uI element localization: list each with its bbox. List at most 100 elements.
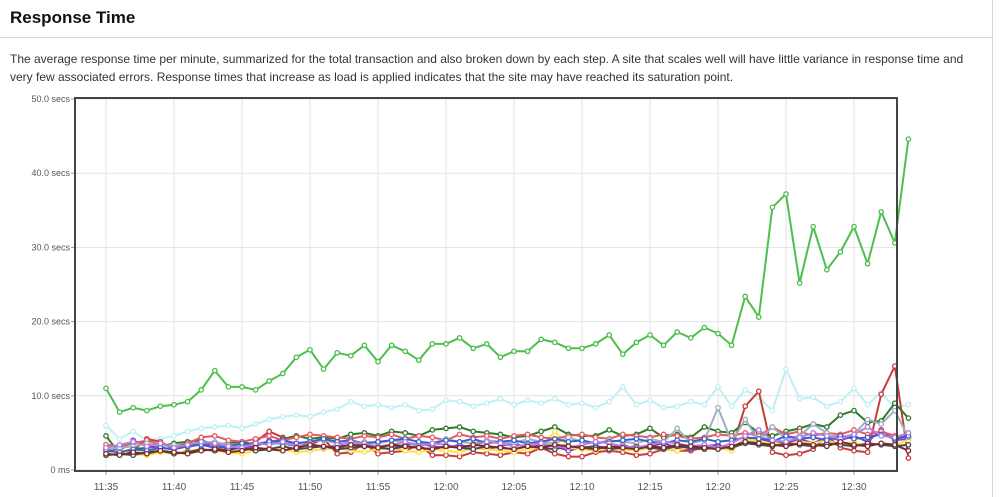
data-point (687, 335, 694, 341)
chart-grid (76, 98, 896, 471)
data-point (497, 354, 504, 361)
data-point (619, 351, 626, 358)
data-point (524, 443, 531, 450)
data-point (266, 378, 273, 384)
data-point (905, 430, 912, 436)
data-point (796, 395, 803, 402)
data-point (456, 424, 463, 430)
data-point (810, 441, 817, 448)
data-point (905, 447, 912, 454)
data-point (415, 449, 422, 456)
data-point (864, 416, 871, 423)
data-point (252, 444, 259, 451)
data-point (252, 435, 259, 442)
data-point (701, 324, 708, 331)
data-point (810, 394, 817, 401)
data-point (783, 366, 789, 372)
data-point (660, 438, 667, 445)
data-point (143, 407, 150, 414)
data-point (456, 449, 463, 456)
section-title: Response Time (10, 8, 136, 27)
data-point (361, 403, 368, 410)
data-point (769, 437, 776, 444)
data-point (878, 208, 885, 215)
y-tick-label: 10.0 secs (31, 391, 70, 401)
data-point (239, 425, 245, 432)
data-point (810, 223, 817, 230)
data-point (511, 446, 517, 453)
data-point (565, 401, 572, 408)
data-point (225, 437, 232, 444)
data-point (171, 433, 177, 439)
data-point (796, 440, 803, 447)
data-point (823, 403, 830, 410)
data-point (388, 431, 395, 438)
data-point (579, 431, 585, 438)
data-point (320, 435, 327, 442)
data-point (538, 440, 545, 447)
data-point (483, 400, 490, 407)
data-point (497, 452, 504, 459)
data-point (701, 401, 708, 408)
data-point (334, 450, 341, 457)
data-point (375, 438, 381, 445)
data-point (823, 433, 830, 439)
data-point (171, 401, 177, 408)
data-point (592, 404, 599, 411)
data-point (456, 335, 463, 341)
data-point (755, 314, 762, 320)
data-point (606, 332, 613, 338)
data-point (524, 450, 531, 457)
data-point (837, 398, 844, 405)
data-point (783, 452, 789, 459)
data-point (742, 387, 749, 393)
data-point (375, 444, 381, 451)
data-point (810, 421, 817, 427)
data-point (157, 447, 164, 454)
data-point (130, 449, 137, 456)
data-point (103, 444, 109, 451)
x-tick-label: 12:00 (433, 482, 458, 493)
data-point (864, 434, 871, 441)
data-point (905, 136, 912, 142)
data-point (565, 438, 572, 445)
data-point (538, 400, 545, 407)
x-tick-label: 11:40 (162, 482, 187, 493)
data-point (388, 404, 395, 411)
data-point (239, 384, 245, 390)
data-point (551, 428, 558, 435)
x-tick-label: 12:10 (569, 482, 594, 493)
data-point (864, 449, 871, 456)
data-point (851, 407, 857, 414)
data-point (647, 443, 653, 450)
data-point (864, 443, 871, 450)
series-12 (103, 438, 912, 459)
data-point (851, 431, 857, 438)
data-point (375, 358, 381, 365)
data-point (415, 444, 422, 451)
data-point (375, 434, 381, 441)
data-point (266, 433, 273, 439)
data-point (823, 266, 830, 273)
data-point (184, 428, 191, 435)
data-point (728, 403, 735, 410)
data-point (905, 455, 912, 461)
data-point (402, 348, 409, 355)
data-point (429, 446, 436, 453)
data-point (279, 370, 286, 377)
data-point (864, 401, 871, 408)
data-point (606, 398, 613, 405)
data-point (619, 384, 626, 390)
data-point (592, 434, 599, 441)
data-point (606, 443, 613, 450)
data-point (198, 447, 205, 454)
data-point (402, 443, 409, 450)
data-point (347, 441, 354, 448)
data-point (402, 430, 409, 436)
data-point (103, 433, 109, 439)
data-point (211, 367, 218, 374)
data-point (334, 444, 341, 451)
data-point (171, 449, 177, 456)
data-point (823, 424, 830, 430)
data-point (674, 425, 681, 432)
